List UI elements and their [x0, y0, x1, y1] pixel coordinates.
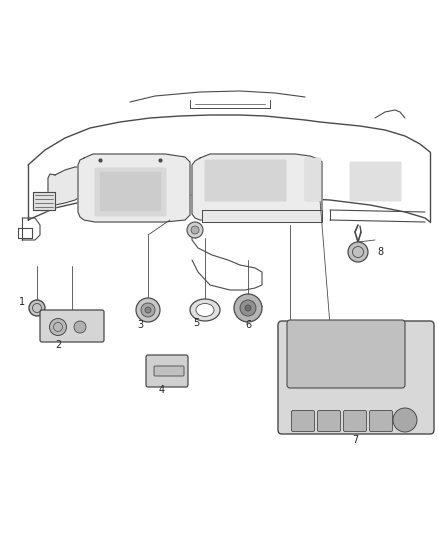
Polygon shape [350, 162, 400, 200]
Text: 6: 6 [245, 320, 251, 330]
Polygon shape [305, 158, 320, 200]
Circle shape [240, 300, 256, 316]
Text: 7: 7 [352, 435, 358, 445]
FancyBboxPatch shape [343, 410, 367, 432]
Circle shape [141, 303, 155, 317]
Polygon shape [95, 168, 165, 215]
Circle shape [29, 300, 45, 316]
Polygon shape [78, 154, 190, 222]
FancyBboxPatch shape [40, 310, 104, 342]
Text: 4: 4 [159, 385, 165, 395]
Text: 2: 2 [55, 340, 61, 350]
FancyBboxPatch shape [370, 410, 392, 432]
Circle shape [393, 408, 417, 432]
Polygon shape [100, 172, 160, 210]
Circle shape [191, 226, 199, 234]
FancyBboxPatch shape [292, 410, 314, 432]
FancyBboxPatch shape [318, 410, 340, 432]
Ellipse shape [190, 299, 220, 321]
Text: 3: 3 [137, 320, 143, 330]
Polygon shape [202, 210, 322, 222]
Circle shape [187, 222, 203, 238]
FancyBboxPatch shape [287, 320, 405, 388]
FancyBboxPatch shape [154, 366, 184, 376]
Circle shape [136, 298, 160, 322]
FancyBboxPatch shape [278, 321, 434, 434]
FancyBboxPatch shape [146, 355, 188, 387]
Polygon shape [205, 160, 285, 200]
Circle shape [348, 242, 368, 262]
Circle shape [234, 294, 262, 322]
Circle shape [49, 319, 67, 335]
Text: 1: 1 [19, 297, 25, 307]
Polygon shape [192, 154, 322, 220]
Circle shape [145, 307, 151, 313]
Ellipse shape [196, 303, 214, 317]
Circle shape [74, 321, 86, 333]
Circle shape [245, 305, 251, 311]
Polygon shape [33, 192, 55, 210]
Text: 5: 5 [193, 318, 199, 328]
Polygon shape [48, 167, 82, 205]
Text: 8: 8 [377, 247, 383, 257]
